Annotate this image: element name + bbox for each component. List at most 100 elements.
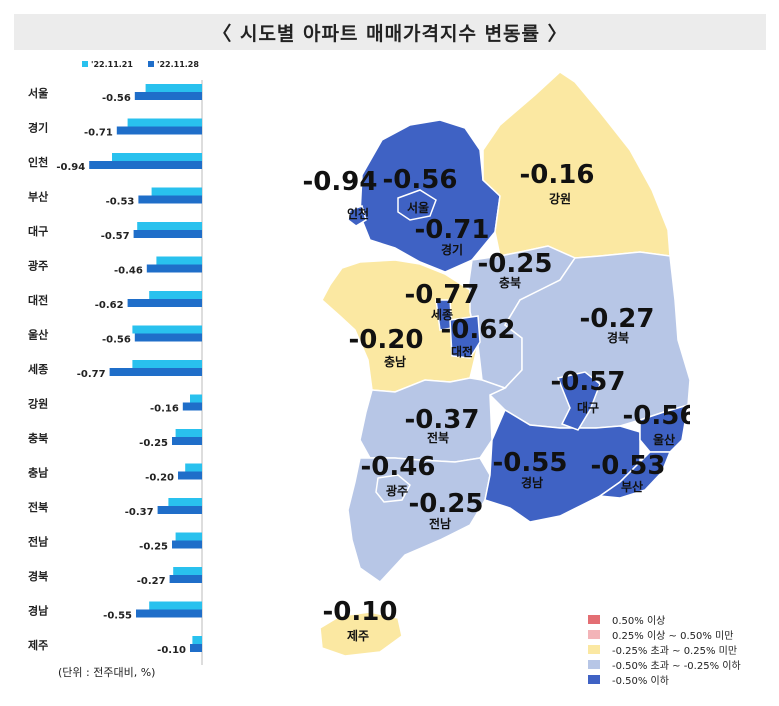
bar-series2 [127,299,202,307]
region-name: 경기 [441,242,463,257]
category-label: 대구 [28,224,48,238]
legend-label: 0.50% 이상 [612,616,666,627]
category-label: 강원 [28,397,48,411]
region-name: 경북 [607,331,629,345]
category-label: 인천 [28,155,48,169]
bar-series2 [89,161,202,169]
chart-title: 〈 시도별 아파트 매매가격지수 변동률 〉 [14,14,766,50]
value-label: -0.62 [95,300,124,311]
region-name: 전북 [427,430,449,445]
region-name: 경남 [521,475,543,490]
legend-item: -0.50% 이하 [588,672,741,687]
region-name: 제주 [347,629,369,643]
legend-label: 0.25% 이상 ~ 0.50% 미만 [612,631,734,642]
bar-series2 [190,644,202,652]
legend-label: -0.25% 초과 ~ 0.25% 미만 [612,646,738,657]
region-대구 [556,371,601,431]
category-label: 충북 [28,431,48,445]
region-name: 인천 [347,206,369,221]
region-name: 부산 [621,479,643,494]
category-label: 전남 [28,535,48,549]
category-label: 경남 [28,604,48,618]
legend-label: -0.50% 이하 [612,676,669,687]
bar-series1 [175,429,202,437]
region-대전 [449,315,481,359]
region-value: -0.46 [361,452,436,482]
legend-swatch [588,615,600,624]
legend-swatch [588,660,600,669]
region-value: -0.94 [303,167,378,197]
bar-series1 [137,222,202,230]
region-value: -0.55 [493,448,568,478]
region-울산 [639,403,689,453]
region-value: -0.25 [409,489,484,519]
legend-swatch [82,61,88,67]
category-label: 제주 [28,638,48,652]
value-label: -0.71 [84,128,113,139]
bar-series1 [168,498,202,506]
bar-series2 [178,471,202,480]
bar-series1 [190,394,202,403]
region-name: 대구 [577,401,599,415]
bar-series2 [133,230,202,238]
legend-item: 0.25% 이상 ~ 0.50% 미만 [588,627,741,642]
bar-series1 [173,567,202,575]
region-name: 대전 [451,344,473,359]
unit-note: (단위 : 전주대비, %) [58,666,156,679]
bar-series1 [185,463,202,472]
legend-label: '22.11.28 [157,60,199,69]
region-value: -0.16 [520,160,595,190]
bar-series1 [149,291,202,299]
region-value: -0.56 [383,165,458,195]
bar-series2 [182,402,202,411]
value-label: -0.77 [77,369,106,380]
region-부산 [597,451,672,499]
bar-series1 [151,187,202,196]
region-name: 울산 [653,432,675,447]
legend-swatch [588,675,600,684]
region-value: -0.20 [349,325,424,355]
legend-swatch [588,630,600,639]
legend-label: -0.50% 초과 ~ -0.25% 이하 [612,661,741,672]
category-label: 부산 [28,190,48,204]
bar-series2 [109,368,202,376]
map-legend: 0.50% 이상 0.25% 이상 ~ 0.50% 미만 -0.25% 초과 ~ 0… [588,612,741,687]
bar-series1 [132,325,202,334]
bar-series2 [146,264,202,273]
bar-series1 [156,256,202,265]
region-name: 전남 [429,516,451,531]
bar-series1 [145,84,202,92]
value-label: -0.53 [106,197,135,208]
bar-series2 [138,195,202,204]
korea-map: -0.94인천-0.56서울-0.71경기-0.16강원-0.25충북-0.77… [303,71,690,657]
category-label: 서울 [28,86,48,100]
category-label: 울산 [28,328,48,342]
region-서울 [397,189,437,221]
region-value: -0.25 [478,249,553,279]
bar-series1 [175,532,202,541]
region-value: -0.27 [580,304,655,334]
category-label: 대전 [28,293,48,307]
value-label: -0.46 [114,266,143,277]
value-label: -0.56 [102,335,131,346]
category-label: 전북 [28,500,48,514]
value-label: -0.55 [103,611,132,622]
region-value: -0.10 [323,597,398,627]
map-regions [319,71,690,657]
value-label: -0.16 [150,404,179,415]
region-value: -0.57 [551,367,626,397]
category-label: 광주 [28,260,48,273]
legend-label: '22.11.21 [91,60,133,69]
legend-item: -0.25% 초과 ~ 0.25% 미만 [588,642,741,657]
value-label: -0.25 [139,542,168,553]
bar-series2 [157,506,202,514]
region-value: -0.77 [405,280,480,310]
region-name: 강원 [549,192,571,206]
bar-series2 [116,126,202,135]
category-label: 충남 [28,466,48,480]
bar-series2 [134,333,202,342]
region-name: 서울 [407,200,429,215]
region-name: 충북 [499,275,521,290]
region-광주 [375,474,411,503]
legend-item: -0.50% 초과 ~ -0.25% 이하 [588,657,741,672]
